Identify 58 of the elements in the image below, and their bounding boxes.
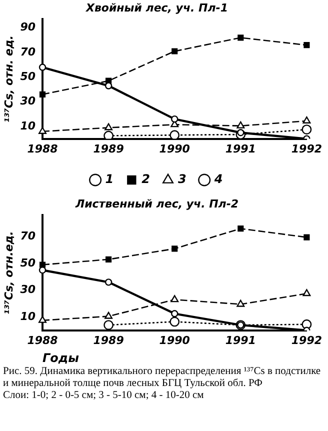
legend-label: 2 (142, 172, 150, 186)
point (104, 278, 112, 286)
x-axis-title: Годы (42, 350, 80, 365)
y-axis-title: ¹³⁷Cs, отн.ед. (2, 231, 16, 314)
point (172, 246, 178, 252)
point (304, 234, 310, 240)
point (302, 116, 311, 124)
x-tick-label: 1990 (159, 142, 190, 156)
point (171, 115, 178, 123)
point (302, 289, 311, 296)
text: Рис. 59. Динамика вертикального перераспределения ¹³⁷Cs в подстилке и минеральной толще почв лесных БГЦ Тульской обл. РФ (2, 366, 322, 390)
point (238, 34, 244, 41)
point (237, 129, 244, 136)
y-tick-label: 70 (20, 229, 36, 242)
y-tick-label: 10 (20, 119, 36, 132)
point (304, 42, 310, 48)
point (170, 295, 179, 302)
point (104, 123, 113, 130)
x-tick-label: 1988 (27, 334, 58, 347)
legend-label: 1 (105, 172, 114, 186)
point (106, 256, 112, 262)
y-tick-label: 50 (20, 70, 36, 84)
point (170, 316, 180, 327)
legend-label: 3 (178, 172, 186, 186)
point (104, 320, 114, 330)
legend-label: 4 (213, 172, 223, 186)
y-tick-label: 30 (20, 283, 36, 296)
point (39, 91, 46, 98)
point (38, 266, 46, 274)
y-tick-label: 50 (20, 256, 36, 270)
point (236, 121, 245, 128)
point (170, 130, 180, 139)
point (236, 300, 245, 307)
point (38, 64, 46, 71)
text: Слои: 1-0; 2 - 0-5 см; 3 - 5-10 см; 4 - 10-20 см (2, 390, 205, 402)
x-tick-label: 1992 (291, 334, 322, 347)
point (39, 262, 46, 268)
point (171, 310, 178, 318)
chart-title: Лиственный лес, уч. Пл-2 (74, 197, 239, 210)
point (104, 82, 112, 90)
chart-title: Хвойный лес, уч. Пл-1 (84, 1, 228, 14)
point (104, 130, 114, 139)
x-tick-label: 1992 (291, 142, 322, 156)
point (302, 124, 312, 135)
x-tick-label: 1989 (93, 142, 124, 156)
x-tick-label: 1988 (27, 142, 58, 156)
y-tick-label: 10 (20, 310, 36, 323)
y-tick-label: 70 (20, 45, 36, 58)
y-tick-label: 30 (20, 94, 36, 108)
point (104, 312, 113, 319)
x-tick-label: 1991 (225, 142, 256, 156)
point (238, 226, 244, 232)
x-tick-label: 1991 (225, 334, 256, 347)
x-tick-label: 1990 (159, 334, 190, 347)
y-axis-title: ¹³⁷Cs, отн. ед. (2, 35, 16, 123)
y-tick-label: 90 (20, 20, 36, 34)
point (172, 48, 178, 54)
x-tick-label: 1989 (93, 334, 124, 347)
